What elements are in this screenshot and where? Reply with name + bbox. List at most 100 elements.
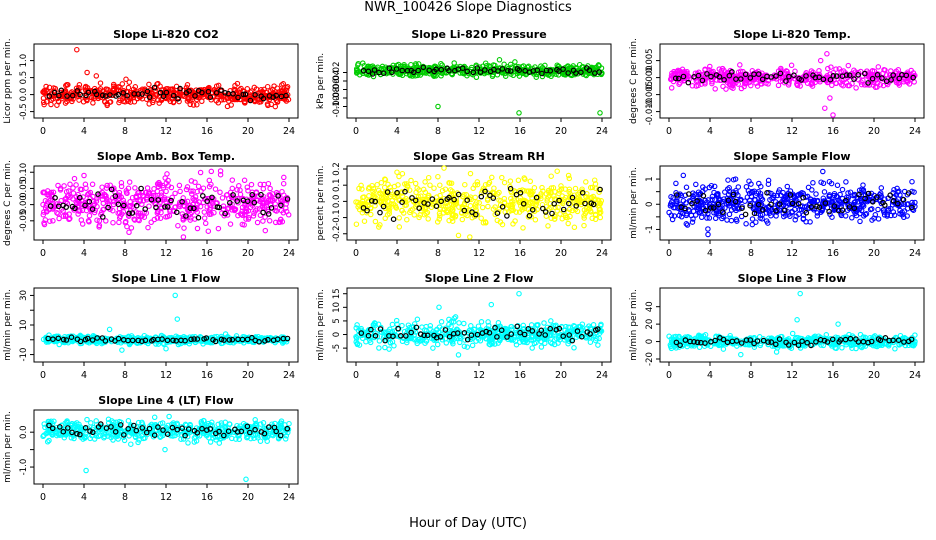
data-point bbox=[382, 64, 389, 70]
data-point bbox=[810, 180, 816, 186]
data-point bbox=[263, 89, 269, 96]
x-tick-label: 24 bbox=[596, 126, 608, 137]
data-point bbox=[42, 90, 48, 96]
data-point bbox=[215, 100, 222, 106]
y-tick-label: 0 bbox=[332, 332, 342, 337]
data-point bbox=[272, 103, 279, 110]
data-point bbox=[176, 95, 182, 101]
x-tick-label: 20 bbox=[555, 370, 567, 381]
y-tick-label: -0.005 bbox=[645, 81, 655, 108]
reference-point bbox=[516, 67, 523, 74]
data-point bbox=[571, 345, 577, 351]
y-axis-label: ml/min per min. bbox=[316, 289, 326, 361]
plot-frame bbox=[346, 43, 612, 119]
data-point bbox=[359, 209, 366, 216]
data-point bbox=[70, 190, 77, 196]
outlier-point bbox=[516, 110, 522, 116]
data-point bbox=[195, 183, 202, 190]
y-tick-label: 0.005 bbox=[645, 48, 655, 72]
reference-point bbox=[146, 94, 153, 100]
data-point bbox=[217, 189, 223, 196]
data-point bbox=[489, 174, 495, 181]
data-point bbox=[267, 185, 273, 192]
reference-point bbox=[543, 67, 550, 74]
y-tick-label: -1 bbox=[645, 225, 655, 233]
reference-point bbox=[464, 68, 471, 75]
reference-point bbox=[74, 88, 81, 94]
data-point bbox=[374, 181, 380, 188]
reference-point bbox=[260, 95, 267, 102]
data-point bbox=[566, 175, 573, 182]
outlier-point bbox=[174, 316, 181, 322]
data-point bbox=[150, 99, 156, 106]
outlier-point bbox=[436, 304, 442, 311]
panel-4: Slope Amb. Box Temp.degrees C per min. -0… bbox=[3, 150, 299, 259]
reference-point bbox=[410, 69, 417, 76]
reference-point bbox=[160, 93, 167, 100]
data-point bbox=[435, 173, 441, 180]
reference-point bbox=[56, 92, 62, 99]
data-point bbox=[112, 84, 119, 90]
reference-point bbox=[58, 87, 65, 94]
reference-point bbox=[365, 68, 372, 75]
y-tick-label: -0.06 bbox=[332, 79, 342, 101]
data-point bbox=[101, 98, 108, 105]
y-axis-label: percent per min. bbox=[316, 166, 326, 241]
reference-point bbox=[124, 92, 130, 99]
reference-point bbox=[230, 91, 236, 97]
data-point bbox=[668, 85, 675, 91]
data-points bbox=[353, 290, 605, 358]
data-point bbox=[200, 185, 207, 191]
data-point bbox=[565, 63, 571, 69]
x-tick-label: 12 bbox=[786, 248, 798, 259]
x-tick-label: 24 bbox=[283, 248, 295, 259]
y-tick-label: 15 bbox=[332, 288, 342, 299]
x-tick-label: 16 bbox=[827, 248, 839, 259]
data-point bbox=[262, 227, 269, 234]
reference-point bbox=[260, 209, 266, 216]
data-point bbox=[124, 223, 130, 230]
data-point bbox=[146, 81, 152, 88]
y-tick-label: 10 bbox=[19, 320, 29, 331]
data-point bbox=[274, 85, 281, 91]
reference-point bbox=[596, 69, 602, 75]
panel-title: Slope Gas Stream RH bbox=[413, 150, 545, 163]
data-point bbox=[531, 185, 538, 191]
x-tick-label: 16 bbox=[514, 126, 526, 137]
data-point bbox=[449, 71, 455, 77]
reference-point bbox=[240, 91, 247, 98]
data-point bbox=[215, 82, 222, 89]
data-point bbox=[586, 70, 592, 77]
outlier-point bbox=[455, 232, 462, 239]
panel-title: Slope Line 3 Flow bbox=[738, 272, 847, 285]
data-points bbox=[667, 51, 918, 118]
data-point bbox=[389, 321, 396, 328]
data-point bbox=[548, 173, 554, 179]
outlier-point bbox=[516, 290, 522, 297]
y-axis-label: ml/min per min. bbox=[3, 289, 13, 361]
data-point bbox=[132, 185, 138, 191]
reference-point bbox=[247, 97, 254, 104]
y-axis-label: Licor ppm per min. bbox=[3, 38, 13, 123]
data-point bbox=[520, 63, 527, 69]
x-tick-label: 16 bbox=[201, 370, 213, 381]
data-point bbox=[198, 87, 204, 93]
x-tick-label: 12 bbox=[473, 370, 485, 381]
data-point bbox=[839, 186, 846, 193]
reference-point bbox=[481, 67, 488, 73]
data-point bbox=[194, 225, 201, 232]
data-point bbox=[128, 225, 135, 231]
x-tick-label: 4 bbox=[394, 248, 400, 259]
x-tick-label: 0 bbox=[40, 126, 46, 137]
data-point bbox=[152, 87, 158, 94]
data-point bbox=[414, 316, 421, 323]
data-point bbox=[417, 72, 424, 78]
y-tick-label: 0.000 bbox=[645, 65, 655, 89]
data-point bbox=[434, 341, 441, 348]
data-point bbox=[425, 216, 431, 222]
reference-point bbox=[242, 91, 249, 98]
data-point bbox=[50, 218, 56, 224]
data-point bbox=[438, 319, 445, 325]
outlier-point bbox=[435, 103, 441, 110]
